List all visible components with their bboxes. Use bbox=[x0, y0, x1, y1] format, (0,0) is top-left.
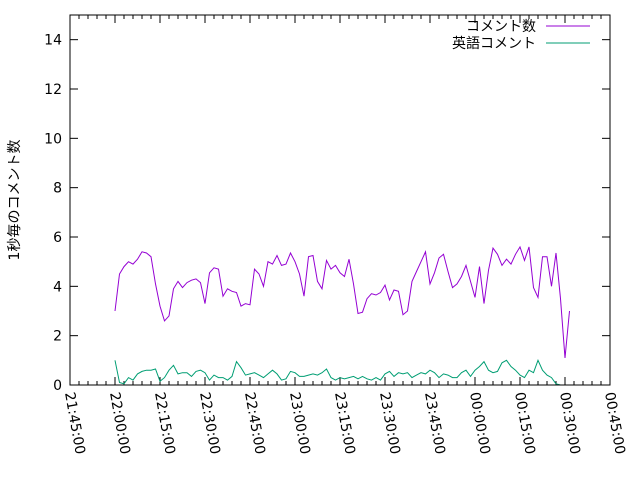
x-axis-ticks: 21:45:00 22:00:00 22:15:00 22:30:00 22:45:00… bbox=[61, 15, 628, 456]
y-axis-label: 1秒毎のコメント数 bbox=[7, 140, 23, 261]
x-tick-label: 23:00:00 bbox=[286, 391, 313, 456]
x-tick-label: 00:15:00 bbox=[511, 391, 538, 456]
x-tick-label: 00:30:00 bbox=[556, 391, 583, 456]
x-tick-label: 00:45:00 bbox=[601, 391, 628, 456]
series-line-0 bbox=[114, 245, 570, 358]
y-tick-label: 8 bbox=[53, 181, 62, 197]
y-axis-ticks: 0 2 4 6 8 10 12 14 bbox=[44, 33, 610, 394]
y-tick-label: 14 bbox=[44, 33, 62, 49]
series-lines bbox=[114, 245, 570, 386]
plot-frame bbox=[69, 14, 611, 386]
y-tick-label: 4 bbox=[53, 279, 62, 295]
x-tick-label: 22:15:00 bbox=[151, 391, 178, 456]
x-tick-label: 22:00:00 bbox=[106, 391, 133, 456]
x-tick-label: 23:45:00 bbox=[421, 391, 448, 456]
x-tick-label: 21:45:00 bbox=[61, 391, 88, 456]
legend-label: 英語コメント bbox=[452, 35, 536, 52]
x-tick-label: 22:30:00 bbox=[196, 391, 223, 456]
x-tick-label: 00:00:00 bbox=[466, 391, 493, 456]
y-tick-label: 12 bbox=[44, 82, 62, 98]
x-tick-label: 22:45:00 bbox=[241, 391, 268, 456]
x-tick-label: 23:30:00 bbox=[376, 391, 403, 456]
y-tick-label: 6 bbox=[53, 230, 62, 246]
x-tick-label: 23:15:00 bbox=[331, 391, 358, 456]
y-tick-label: 10 bbox=[44, 131, 62, 147]
y-tick-label: 0 bbox=[53, 378, 62, 394]
series-line-1 bbox=[114, 358, 561, 386]
y-tick-label: 2 bbox=[53, 329, 62, 345]
legend-label: コメント数 bbox=[466, 19, 536, 35]
